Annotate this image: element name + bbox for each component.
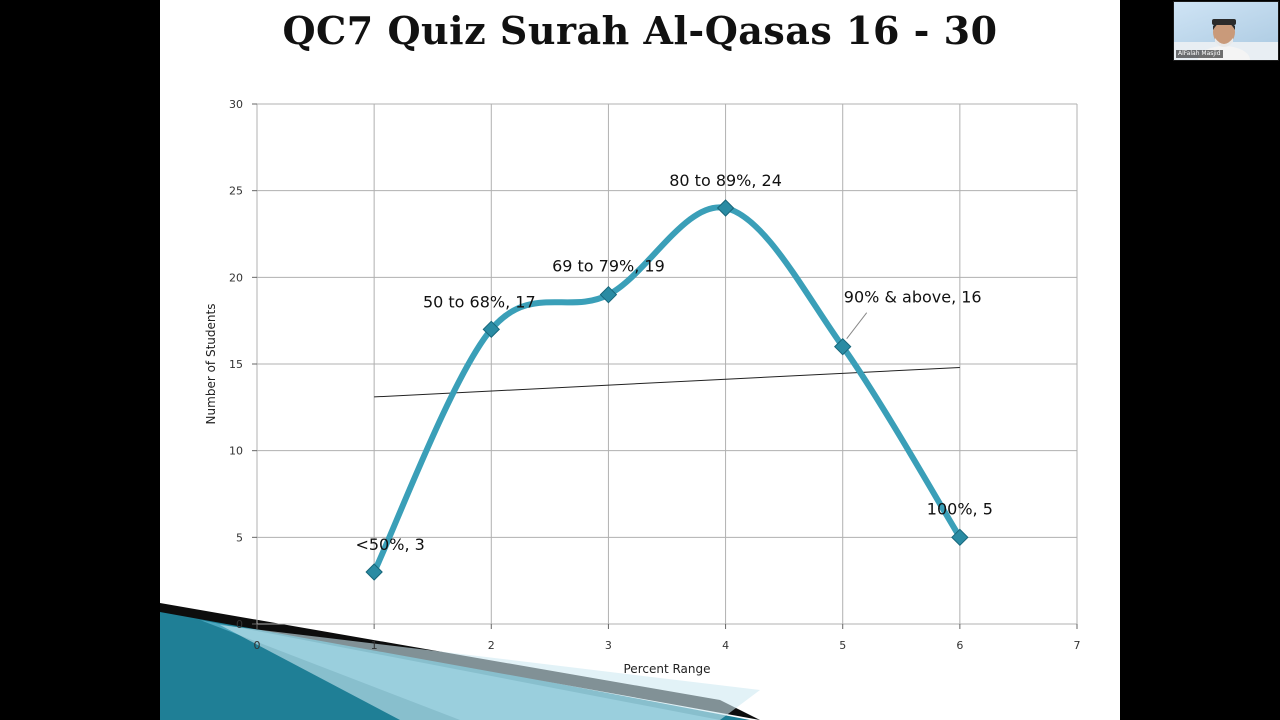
- x-tick-label: 1: [371, 639, 378, 652]
- slide-corner-decoration: [160, 603, 760, 720]
- data-point-marker: [482, 320, 500, 339]
- x-tick-label: 4: [722, 639, 729, 652]
- data-label-leader-line: [846, 312, 868, 339]
- y-tick-label: 30: [229, 98, 243, 111]
- data-label: 90% & above, 16: [844, 288, 982, 307]
- chart-data-labels: <50%, 3 50 to 68%, 17 69 to 79%, 19 80 to 8…: [355, 171, 992, 554]
- data-point-marker: [716, 199, 735, 217]
- x-tick-label: 7: [1074, 639, 1081, 652]
- slide-title: QC7 Quiz Surah Al-Qasas 16 - 30: [282, 8, 998, 53]
- data-label: 80 to 89%, 24: [669, 171, 782, 190]
- chart-axes: 0 5 10 15 20 25 30 0 1 2 3 4 5 6 7: [229, 98, 1081, 652]
- x-tick-label: 6: [956, 639, 963, 652]
- data-point-marker: [834, 337, 852, 356]
- data-label: 100%, 5: [927, 499, 993, 518]
- participant-video-thumbnail[interactable]: AlFalah Masjid: [1173, 1, 1279, 61]
- data-point-marker: [951, 528, 969, 547]
- data-point-marker: [365, 563, 383, 581]
- data-label: 69 to 79%, 19: [552, 257, 665, 276]
- y-tick-label: 20: [229, 271, 243, 284]
- person-avatar-icon: [1174, 19, 1278, 60]
- y-axis-title: Number of Students: [204, 304, 218, 425]
- data-label: 50 to 68%, 17: [423, 292, 536, 311]
- x-tick-label: 3: [605, 639, 612, 652]
- participant-name: AlFalah Masjid: [1176, 50, 1223, 58]
- chart-series-group: [365, 199, 969, 581]
- x-tick-label: 0: [254, 639, 261, 652]
- x-tick-label: 2: [488, 639, 495, 652]
- series-line: [371, 204, 963, 575]
- data-label: <50%, 3: [355, 535, 424, 554]
- slide: QC7 Quiz Surah Al-Qasas 16 - 30 0 5 10 15 20…: [160, 0, 1120, 720]
- chart-grid: [256, 103, 1078, 625]
- chart: 0 5 10 15 20 25 30 0 1 2 3 4 5 6 7 <50%, 3 50 to 68%, 1…: [204, 98, 1081, 676]
- data-point-marker: [599, 285, 618, 304]
- y-tick-label: 0: [236, 618, 243, 631]
- y-tick-label: 15: [229, 358, 243, 371]
- y-tick-label: 25: [229, 185, 243, 198]
- y-tick-label: 5: [236, 531, 243, 544]
- x-tick-label: 5: [839, 639, 846, 652]
- x-axis-title: Percent Range: [624, 662, 711, 676]
- y-tick-label: 10: [229, 445, 243, 458]
